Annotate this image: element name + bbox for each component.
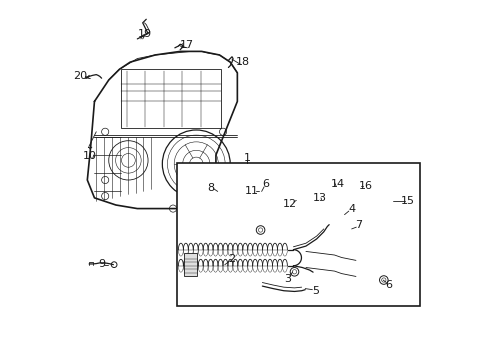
Text: 16: 16: [358, 181, 372, 192]
Text: 2: 2: [228, 254, 235, 264]
Text: 20: 20: [73, 71, 87, 81]
Text: 9: 9: [98, 259, 105, 269]
Text: 14: 14: [330, 179, 345, 189]
Text: 6: 6: [385, 280, 392, 290]
Text: 6: 6: [262, 179, 269, 189]
Text: 10: 10: [83, 151, 97, 161]
Text: 13: 13: [312, 193, 326, 203]
Text: 11: 11: [244, 186, 258, 196]
Bar: [183, 252, 197, 276]
Text: 3: 3: [284, 274, 290, 284]
Bar: [121, 69, 221, 128]
Text: 7: 7: [354, 220, 362, 230]
Text: 19: 19: [137, 28, 151, 39]
Text: 17: 17: [180, 40, 194, 50]
Text: 4: 4: [347, 204, 354, 214]
Text: 5: 5: [312, 286, 319, 296]
Text: 15: 15: [400, 197, 414, 206]
Text: 8: 8: [206, 183, 214, 193]
Text: 1: 1: [244, 153, 250, 163]
Text: 18: 18: [235, 57, 249, 67]
Bar: [176, 163, 419, 306]
Text: 12: 12: [283, 199, 297, 209]
